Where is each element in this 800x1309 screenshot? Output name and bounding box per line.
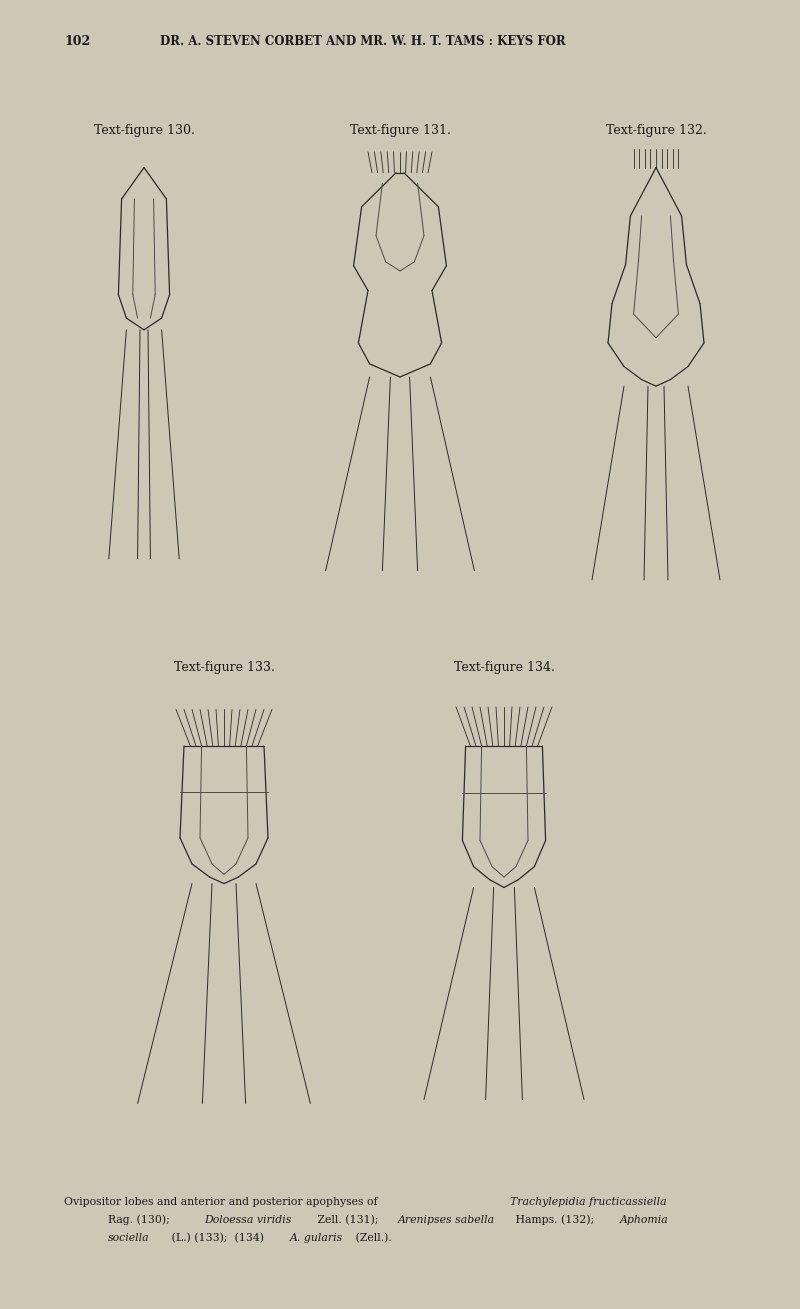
Text: Ovipositor lobes and anterior and posterior apophyses of: Ovipositor lobes and anterior and poster…	[64, 1196, 381, 1207]
Text: DR. A. STEVEN CORBET AND MR. W. H. T. TAMS : KEYS FOR: DR. A. STEVEN CORBET AND MR. W. H. T. TA…	[160, 34, 566, 47]
Text: Trachylepidia fructicassiella: Trachylepidia fructicassiella	[510, 1196, 667, 1207]
Text: Text-figure 134.: Text-figure 134.	[454, 661, 554, 674]
Text: Text-figure 131.: Text-figure 131.	[350, 124, 450, 137]
Text: (Zell.).: (Zell.).	[352, 1233, 392, 1244]
Text: 102: 102	[64, 34, 90, 47]
Text: Text-figure 130.: Text-figure 130.	[94, 124, 194, 137]
Text: Hamps. (132);: Hamps. (132);	[512, 1215, 602, 1225]
Text: Doloessa viridis: Doloessa viridis	[204, 1215, 291, 1225]
Text: sociella: sociella	[108, 1233, 150, 1244]
Text: (L.) (133);  (134): (L.) (133); (134)	[168, 1233, 267, 1244]
Text: Zell. (131);: Zell. (131);	[314, 1215, 386, 1225]
Text: A. gularis: A. gularis	[290, 1233, 343, 1244]
Text: Text-figure 132.: Text-figure 132.	[606, 124, 706, 137]
Text: Aphomia: Aphomia	[620, 1215, 669, 1225]
Text: Text-figure 133.: Text-figure 133.	[174, 661, 274, 674]
Text: Rag. (130);: Rag. (130);	[108, 1215, 177, 1225]
Text: Arenipses sabella: Arenipses sabella	[398, 1215, 494, 1225]
